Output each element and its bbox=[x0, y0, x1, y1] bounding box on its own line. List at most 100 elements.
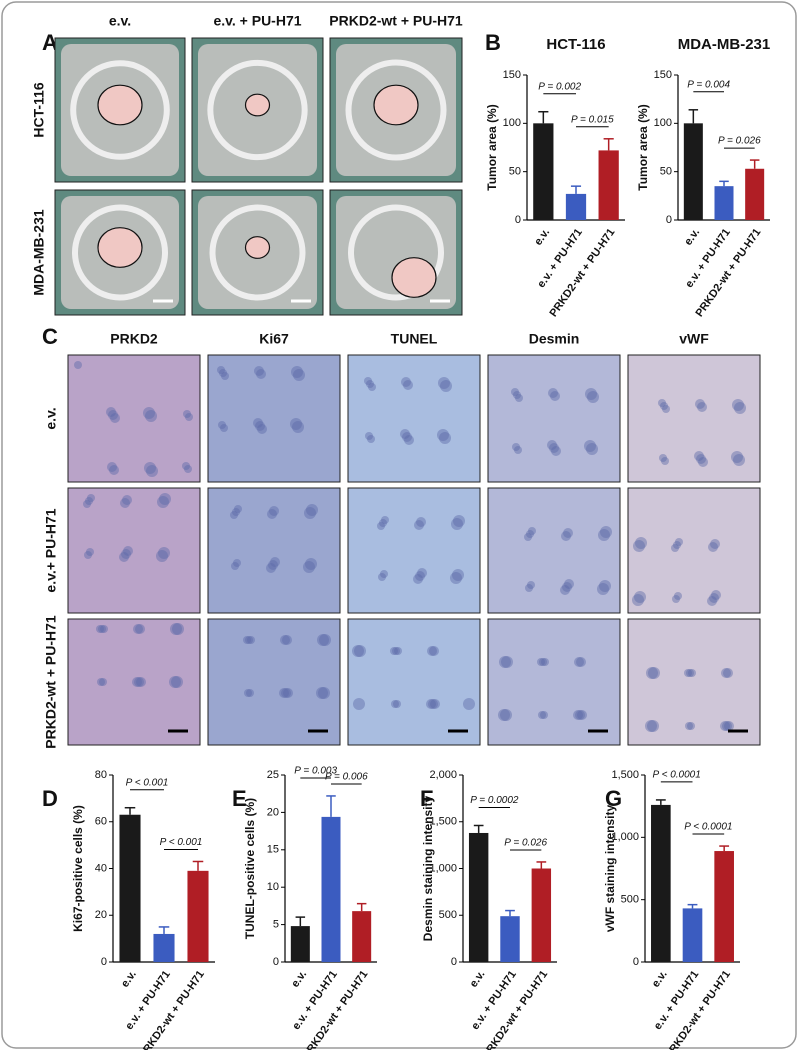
cell bbox=[711, 590, 721, 600]
cell bbox=[575, 710, 585, 720]
cell bbox=[245, 636, 253, 644]
photo-ring bbox=[348, 204, 444, 301]
y-tick-label: 50 bbox=[509, 166, 521, 178]
cell bbox=[279, 688, 289, 698]
cell bbox=[547, 440, 557, 450]
y-axis-label: Desmin staining intensity bbox=[421, 795, 435, 941]
cell bbox=[170, 623, 182, 635]
cell bbox=[133, 624, 143, 634]
photo-ring bbox=[207, 59, 308, 161]
cell bbox=[86, 548, 94, 556]
micrograph bbox=[207, 618, 341, 746]
cell bbox=[293, 369, 305, 381]
cell bbox=[290, 418, 302, 430]
panel-label: E bbox=[232, 786, 247, 811]
column-header: PRKD2-wt + PU-H71 bbox=[329, 13, 463, 29]
cell bbox=[291, 366, 303, 378]
cell bbox=[243, 636, 251, 644]
photo-ring bbox=[72, 204, 168, 301]
tumor-outline bbox=[244, 93, 271, 117]
y-tick-label: 0 bbox=[273, 956, 279, 968]
p-value: P = 0.006 bbox=[325, 772, 368, 783]
cell bbox=[549, 443, 559, 453]
tumor-outline bbox=[373, 84, 419, 126]
y-tick-label: 20 bbox=[95, 909, 107, 921]
cell bbox=[512, 443, 520, 451]
cell bbox=[107, 462, 117, 472]
cell bbox=[403, 380, 413, 390]
cell bbox=[562, 582, 572, 592]
cell bbox=[377, 522, 385, 530]
cell bbox=[257, 424, 267, 434]
cell bbox=[305, 558, 317, 570]
cell bbox=[648, 667, 660, 679]
cell bbox=[688, 669, 696, 677]
cell bbox=[123, 546, 133, 556]
cell bbox=[586, 443, 598, 455]
cell bbox=[511, 388, 519, 396]
cell bbox=[85, 497, 93, 505]
cell bbox=[438, 377, 450, 389]
cell bbox=[100, 625, 108, 633]
cell bbox=[281, 688, 291, 698]
bar bbox=[598, 150, 619, 220]
photo-ring bbox=[209, 204, 306, 301]
cell bbox=[463, 698, 475, 710]
cell bbox=[550, 391, 560, 401]
bar bbox=[119, 814, 141, 962]
p-value: P = 0.0002 bbox=[470, 795, 519, 806]
cell bbox=[551, 446, 561, 456]
row-label: MDA-MB-231 bbox=[31, 209, 47, 296]
y-tick-label: 0 bbox=[451, 956, 457, 968]
cell bbox=[585, 388, 597, 400]
cell bbox=[538, 711, 546, 719]
cell bbox=[378, 573, 386, 581]
y-axis-label: Tumor area (%) bbox=[485, 104, 499, 190]
micrograph bbox=[487, 487, 621, 614]
cell bbox=[659, 454, 667, 462]
cell bbox=[645, 720, 657, 732]
cell bbox=[709, 593, 719, 603]
cell bbox=[416, 517, 426, 527]
cell bbox=[364, 377, 372, 385]
p-value: P = 0.026 bbox=[718, 136, 761, 147]
cell bbox=[183, 410, 191, 418]
panel-label: D bbox=[42, 786, 58, 811]
cell bbox=[221, 372, 229, 380]
micrograph bbox=[67, 354, 201, 483]
panel-label: F bbox=[420, 786, 433, 811]
cell bbox=[694, 451, 704, 461]
panel-label: B bbox=[485, 30, 501, 55]
cell bbox=[134, 677, 144, 687]
cell bbox=[635, 537, 647, 549]
cell bbox=[526, 530, 534, 538]
column-header: PRKD2 bbox=[110, 331, 158, 347]
cell bbox=[598, 529, 610, 541]
p-value: P < 0.001 bbox=[126, 777, 169, 788]
cell bbox=[380, 570, 388, 578]
cell bbox=[513, 391, 521, 399]
cell bbox=[599, 580, 611, 592]
cell bbox=[564, 579, 574, 589]
bar bbox=[533, 123, 554, 220]
cell bbox=[268, 560, 278, 570]
y-tick-label: 40 bbox=[95, 862, 107, 874]
cell bbox=[171, 676, 183, 688]
cell bbox=[696, 454, 706, 464]
cell bbox=[426, 699, 436, 709]
micrograph bbox=[207, 487, 341, 614]
cell bbox=[98, 625, 106, 633]
cell bbox=[515, 394, 523, 402]
bar bbox=[531, 868, 552, 962]
cell bbox=[404, 435, 414, 445]
y-tick-label: 50 bbox=[660, 166, 672, 178]
cell bbox=[563, 528, 573, 538]
cell bbox=[353, 698, 365, 710]
cell bbox=[646, 667, 658, 679]
cell bbox=[255, 421, 265, 431]
panel-label: C bbox=[42, 324, 58, 349]
cell bbox=[675, 538, 683, 546]
cell bbox=[247, 636, 255, 644]
cell bbox=[528, 527, 536, 535]
